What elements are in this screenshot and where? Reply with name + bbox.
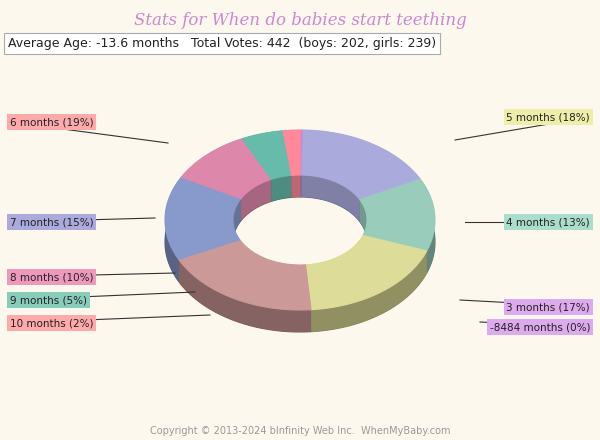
Polygon shape xyxy=(165,177,181,281)
Text: 7 months (15%): 7 months (15%) xyxy=(10,217,94,227)
Polygon shape xyxy=(360,200,367,257)
Polygon shape xyxy=(242,131,292,180)
Polygon shape xyxy=(233,198,241,262)
Text: Average Age: -13.6 months   Total Votes: 442  (boys: 202, girls: 239): Average Age: -13.6 months Total Votes: 4… xyxy=(8,37,436,50)
Polygon shape xyxy=(179,240,311,310)
Polygon shape xyxy=(305,257,427,332)
Polygon shape xyxy=(302,152,421,222)
Polygon shape xyxy=(421,179,435,273)
Polygon shape xyxy=(304,130,421,201)
Text: 9 months (5%): 9 months (5%) xyxy=(10,295,87,305)
Polygon shape xyxy=(242,131,283,161)
Text: 8 months (10%): 8 months (10%) xyxy=(10,272,94,282)
Polygon shape xyxy=(240,240,305,287)
Text: 6 months (19%): 6 months (19%) xyxy=(10,117,94,127)
Text: Stats for When do babies start teething: Stats for When do babies start teething xyxy=(134,12,466,29)
Polygon shape xyxy=(283,130,300,153)
Polygon shape xyxy=(181,139,271,198)
Polygon shape xyxy=(181,139,242,199)
Polygon shape xyxy=(360,201,435,273)
Polygon shape xyxy=(271,176,292,202)
Polygon shape xyxy=(283,130,300,176)
Polygon shape xyxy=(165,177,241,259)
Polygon shape xyxy=(302,130,421,200)
Polygon shape xyxy=(311,251,427,332)
Polygon shape xyxy=(179,262,311,332)
Text: 10 months (2%): 10 months (2%) xyxy=(10,318,94,328)
Polygon shape xyxy=(181,161,271,220)
Polygon shape xyxy=(300,152,304,197)
Polygon shape xyxy=(300,175,302,197)
Polygon shape xyxy=(305,235,427,310)
Text: 3 months (17%): 3 months (17%) xyxy=(506,302,590,312)
Text: Copyright © 2013-2024 bInfinity Web Inc.  WhenMyBaby.com: Copyright © 2013-2024 bInfinity Web Inc.… xyxy=(150,426,450,436)
Polygon shape xyxy=(242,153,292,202)
Polygon shape xyxy=(300,130,304,175)
Polygon shape xyxy=(300,130,304,152)
Polygon shape xyxy=(283,152,300,198)
Polygon shape xyxy=(179,259,311,332)
Text: -8484 months (0%): -8484 months (0%) xyxy=(490,322,590,332)
Polygon shape xyxy=(292,175,300,198)
Polygon shape xyxy=(302,175,360,222)
Polygon shape xyxy=(241,180,271,220)
Polygon shape xyxy=(165,199,241,281)
Text: 5 months (18%): 5 months (18%) xyxy=(506,112,590,122)
Text: 4 months (13%): 4 months (13%) xyxy=(506,217,590,227)
Polygon shape xyxy=(360,179,435,251)
Polygon shape xyxy=(305,235,363,287)
